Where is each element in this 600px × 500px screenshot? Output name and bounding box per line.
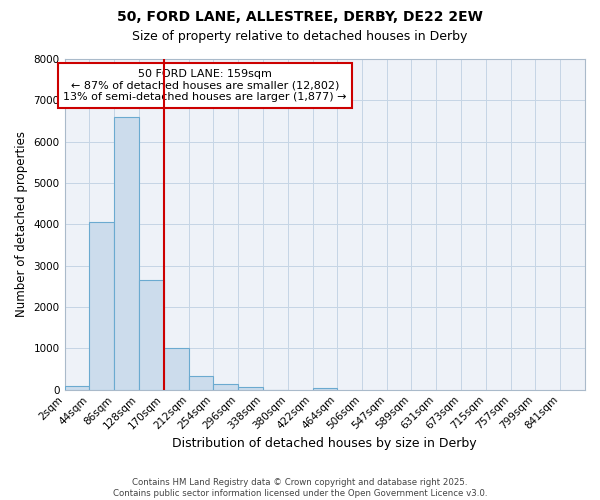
Text: 50 FORD LANE: 159sqm
← 87% of detached houses are smaller (12,802)
13% of semi-d: 50 FORD LANE: 159sqm ← 87% of detached h… [64,69,347,102]
Bar [65,386,89,390]
Y-axis label: Number of detached properties: Number of detached properties [15,132,28,318]
Bar [188,376,214,390]
Bar [114,117,139,390]
Text: 50, FORD LANE, ALLESTREE, DERBY, DE22 2EW: 50, FORD LANE, ALLESTREE, DERBY, DE22 2E… [117,10,483,24]
X-axis label: Distribution of detached houses by size in Derby: Distribution of detached houses by size … [172,437,477,450]
Text: Size of property relative to detached houses in Derby: Size of property relative to detached ho… [133,30,467,43]
Bar [89,222,114,390]
Text: Contains HM Land Registry data © Crown copyright and database right 2025.
Contai: Contains HM Land Registry data © Crown c… [113,478,487,498]
Bar [313,388,337,390]
Bar [139,280,164,390]
Bar [214,384,238,390]
Bar [238,387,263,390]
Bar [164,348,188,390]
